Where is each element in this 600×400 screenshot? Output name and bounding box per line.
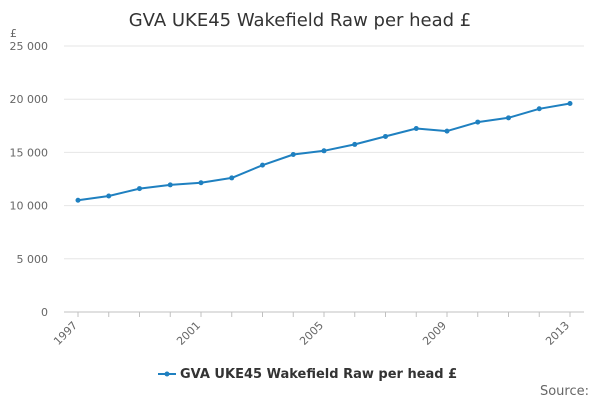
data-point [506,115,511,121]
series-plot [75,100,573,203]
y-tick-label: 0 [41,306,48,319]
data-point [567,100,573,106]
data-point [198,180,204,186]
data-point [475,119,481,125]
y-tick-label: 25 000 [10,40,49,53]
x-tick-label: 1997 [51,319,80,348]
x-tick-label: 2001 [174,319,203,348]
data-point [290,152,296,158]
data-point [75,197,81,203]
x-tick-label: 2005 [297,319,326,348]
legend[interactable]: GVA UKE45 Wakefield Raw per head £ [158,367,457,382]
data-point [106,193,112,199]
data-point [352,141,358,147]
data-point [229,175,235,181]
legend-label: GVA UKE45 Wakefield Raw per head £ [180,367,457,382]
data-point [167,182,173,188]
data-point [536,106,542,112]
x-tick-label: 2009 [420,319,449,348]
data-point [260,162,265,168]
data-point [444,128,450,134]
y-tick-label: 20 000 [10,93,49,106]
legend-marker [164,371,170,377]
y-axis-unit-label: £ [10,27,17,40]
source-label: Source: [540,384,589,399]
y-tick-label: 5 000 [17,253,49,266]
y-axis-ticks: 0 5 000 10 000 15 000 20 000 25 000 [10,40,49,319]
x-axis-ticks: 1997 2001 2005 2009 2013 [51,312,572,348]
chart-title: GVA UKE45 Wakefield Raw per head £ [129,10,472,31]
data-point [383,133,388,139]
x-tick-label: 2013 [543,319,572,348]
data-point [413,125,419,131]
y-tick-label: 10 000 [10,200,49,213]
y-tick-label: 15 000 [10,146,49,159]
data-point [321,148,327,154]
data-point [137,186,142,192]
gridlines [64,45,584,313]
